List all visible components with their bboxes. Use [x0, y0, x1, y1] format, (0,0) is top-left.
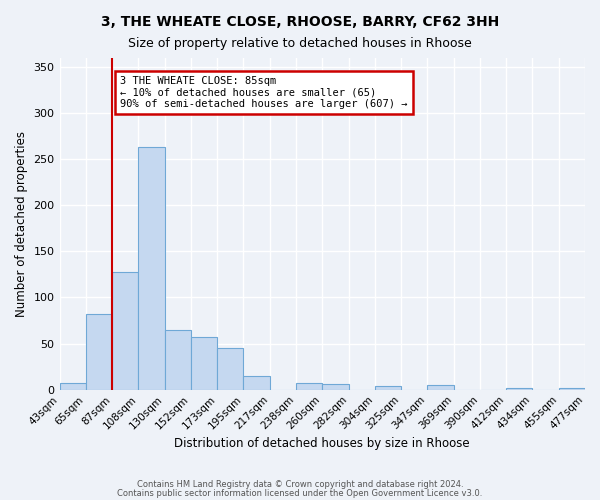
- Bar: [139, 147, 164, 390]
- Bar: [559, 388, 585, 390]
- Bar: [217, 348, 244, 390]
- Bar: [86, 314, 112, 390]
- Text: 3 THE WHEATE CLOSE: 85sqm
← 10% of detached houses are smaller (65)
90% of semi-: 3 THE WHEATE CLOSE: 85sqm ← 10% of detac…: [120, 76, 407, 109]
- Bar: [506, 388, 532, 390]
- Bar: [59, 384, 86, 390]
- Bar: [112, 272, 139, 390]
- Bar: [164, 330, 191, 390]
- Bar: [296, 384, 322, 390]
- Bar: [244, 376, 270, 390]
- X-axis label: Distribution of detached houses by size in Rhoose: Distribution of detached houses by size …: [175, 437, 470, 450]
- Text: Contains public sector information licensed under the Open Government Licence v3: Contains public sector information licen…: [118, 488, 482, 498]
- Text: Contains HM Land Registry data © Crown copyright and database right 2024.: Contains HM Land Registry data © Crown c…: [137, 480, 463, 489]
- Bar: [427, 385, 454, 390]
- Y-axis label: Number of detached properties: Number of detached properties: [15, 130, 28, 316]
- Text: 3, THE WHEATE CLOSE, RHOOSE, BARRY, CF62 3HH: 3, THE WHEATE CLOSE, RHOOSE, BARRY, CF62…: [101, 15, 499, 29]
- Bar: [322, 384, 349, 390]
- Bar: [375, 386, 401, 390]
- Text: Size of property relative to detached houses in Rhoose: Size of property relative to detached ho…: [128, 38, 472, 51]
- Bar: [191, 337, 217, 390]
